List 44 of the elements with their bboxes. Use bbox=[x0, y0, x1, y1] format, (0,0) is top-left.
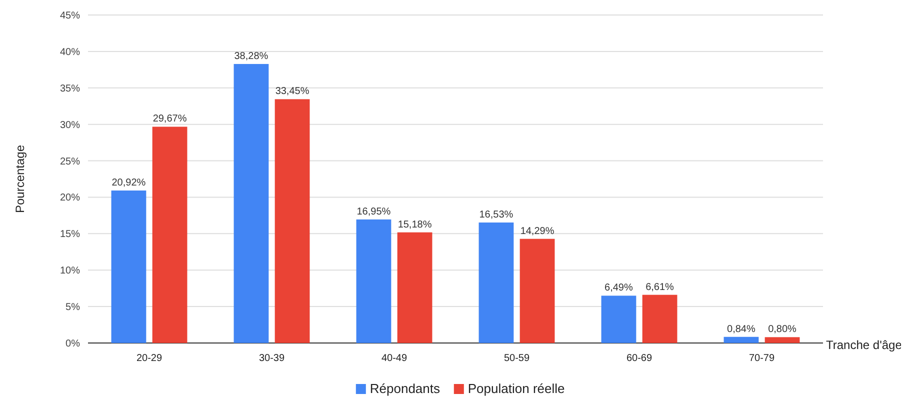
bar bbox=[764, 337, 800, 343]
x-axis-title: Tranche d'âge bbox=[826, 338, 902, 352]
data-label: 15,18% bbox=[398, 219, 432, 230]
data-label: 0,80% bbox=[768, 324, 797, 336]
y-tick-label: 0% bbox=[66, 338, 80, 350]
bar bbox=[111, 190, 146, 343]
bar bbox=[724, 336, 759, 343]
bar bbox=[152, 126, 188, 343]
x-tick-label: 70-79 bbox=[748, 353, 775, 364]
bar bbox=[234, 64, 269, 343]
bar bbox=[601, 296, 636, 343]
data-label: 6,61% bbox=[646, 282, 674, 293]
x-tick-label: 30-39 bbox=[258, 353, 285, 364]
data-label: 14,29% bbox=[520, 226, 554, 237]
data-label: 16,95% bbox=[356, 206, 391, 218]
bar bbox=[356, 219, 392, 343]
y-tick-label: 20% bbox=[60, 192, 80, 204]
data-label: 33,45% bbox=[275, 86, 310, 98]
bar bbox=[520, 238, 555, 343]
y-axis-title: Pourcentage bbox=[13, 144, 27, 214]
data-label: 29,67% bbox=[152, 114, 187, 125]
y-tick-label: 35% bbox=[60, 83, 80, 94]
y-tick-label: 15% bbox=[60, 229, 80, 240]
data-label: 0,84% bbox=[727, 324, 756, 335]
x-tick-label: 20-29 bbox=[136, 353, 162, 364]
data-label: 6,49% bbox=[604, 282, 634, 294]
x-tick-label: 40-49 bbox=[381, 353, 408, 364]
data-label: 38,28% bbox=[234, 50, 268, 62]
y-tick-label: 45% bbox=[60, 10, 80, 22]
y-tick-label: 10% bbox=[60, 266, 80, 277]
x-tick-label: 50-59 bbox=[504, 353, 530, 364]
data-label: 20,92% bbox=[112, 178, 146, 189]
x-tick-label: 60-69 bbox=[626, 353, 652, 364]
legend-label: Répondants bbox=[370, 381, 441, 396]
bar bbox=[478, 222, 514, 343]
legend-label: Population réelle bbox=[468, 381, 565, 396]
y-tick-label: 5% bbox=[66, 302, 80, 314]
bar bbox=[397, 232, 432, 343]
data-label: 16,53% bbox=[479, 210, 514, 221]
bar bbox=[642, 294, 678, 343]
y-tick-label: 40% bbox=[60, 46, 80, 58]
bar bbox=[274, 99, 310, 343]
y-tick-label: 30% bbox=[60, 120, 80, 131]
y-tick-label: 25% bbox=[60, 156, 80, 168]
